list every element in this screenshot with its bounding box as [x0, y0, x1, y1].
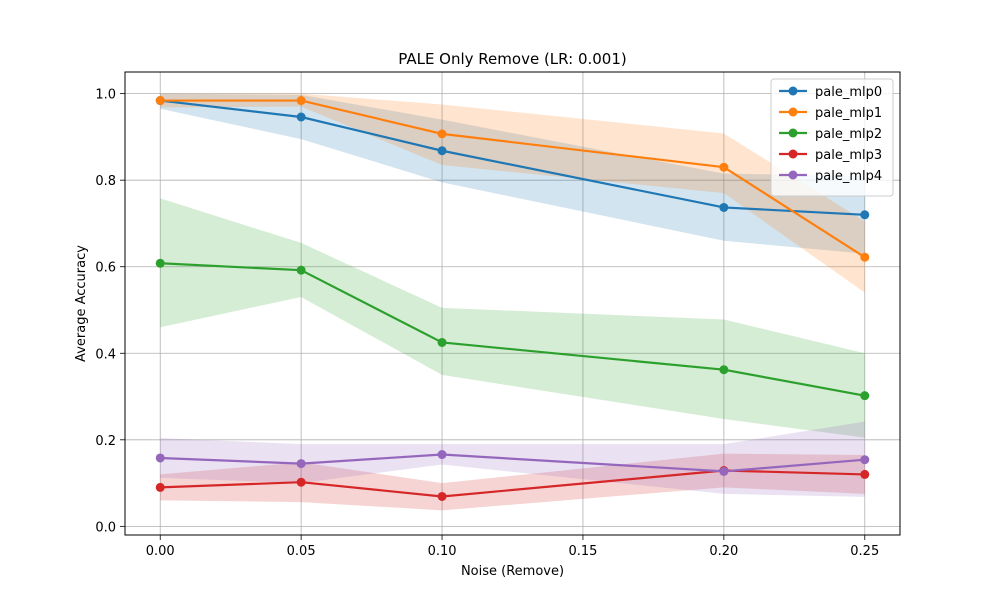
pale_mlp0-point [296, 112, 306, 122]
confidence-bands [160, 93, 865, 511]
x-tick-label: 0.00 [146, 544, 175, 559]
legend-swatch-marker [788, 170, 798, 180]
pale_mlp1-point [155, 96, 165, 106]
x-tick-label: 0.15 [568, 544, 597, 559]
pale_mlp3-point [296, 477, 306, 487]
pale_mlp4-point [437, 450, 447, 460]
pale_mlp3-point [860, 469, 870, 479]
pale_mlp0-point [437, 146, 447, 156]
legend-swatch-marker [788, 86, 798, 96]
plot-frame [124, 71, 901, 536]
pale_mlp4-point [719, 466, 729, 476]
legend-label: pale_mlp4 [815, 169, 882, 184]
y-axis-ticks: 0.0 0.2 0.4 0.6 0.8 1.0 [95, 88, 125, 535]
chart-title: PALE Only Remove (LR: 0.001) [398, 50, 627, 68]
pale_mlp0-band [160, 93, 865, 254]
series-markers [155, 96, 870, 501]
pale_mlp4-point [860, 455, 870, 465]
x-tick-label: 0.25 [850, 544, 879, 559]
pale_mlp2-point [437, 337, 447, 347]
pale_mlp2-point [296, 265, 306, 275]
x-tick-label: 0.20 [709, 544, 738, 559]
pale_mlp1-point [719, 162, 729, 172]
legend-swatch-marker [788, 107, 798, 117]
legend-label: pale_mlp0 [815, 85, 882, 100]
y-tick-label: 0.6 [95, 261, 116, 276]
y-tick-label: 0.0 [95, 520, 116, 535]
y-axis-label: Average Accuracy [74, 245, 89, 362]
y-tick-label: 0.4 [95, 347, 116, 362]
pale_mlp1-point [860, 252, 870, 262]
legend-label: pale_mlp3 [815, 148, 882, 163]
y-tick-label: 0.8 [95, 174, 116, 189]
pale_mlp1-point [296, 96, 306, 106]
pale_mlp3-band [160, 453, 865, 511]
pale_mlp4-point [155, 453, 165, 463]
pale_mlp4-point [296, 459, 306, 469]
pale_mlp1-band [160, 93, 865, 293]
legend-label: pale_mlp2 [815, 127, 882, 142]
x-axis-ticks: 0.00 0.05 0.10 0.15 0.20 0.25 [146, 535, 879, 559]
pale_mlp0-point [860, 210, 870, 220]
pale_mlp1-point [437, 129, 447, 139]
pale_mlp0-point [719, 202, 729, 212]
legend-label: pale_mlp1 [815, 106, 882, 121]
x-axis-label: Noise (Remove) [461, 564, 564, 579]
legend-swatch-marker [788, 149, 798, 159]
pale_mlp2-band [160, 198, 865, 438]
y-tick-label: 1.0 [95, 88, 116, 103]
pale_mlp3-point [155, 482, 165, 492]
x-tick-label: 0.10 [428, 544, 457, 559]
pale_mlp2-point [155, 258, 165, 268]
legend-swatch-marker [788, 128, 798, 138]
pale_mlp3-point [437, 491, 447, 501]
pale_mlp2-point [860, 391, 870, 401]
y-tick-label: 0.2 [95, 434, 116, 449]
pale_mlp2-point [719, 365, 729, 375]
legend-box [770, 78, 894, 197]
x-tick-label: 0.05 [287, 544, 316, 559]
legend: pale_mlp0 pale_mlp1 pale_mlp2 pale_mlp3pale… [770, 78, 894, 197]
